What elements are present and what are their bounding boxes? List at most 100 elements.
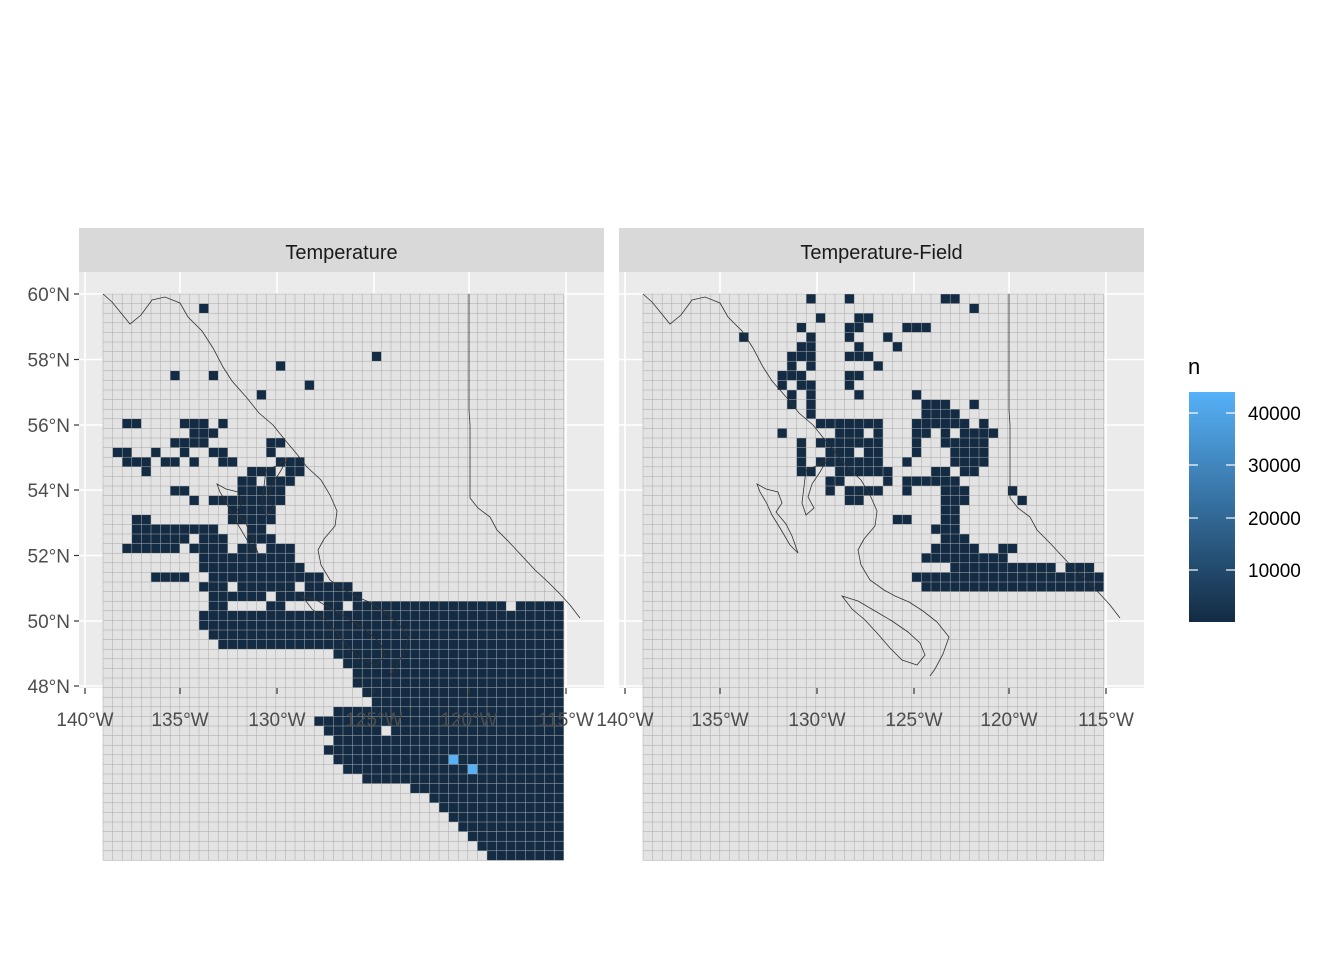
occupied-cell	[554, 774, 564, 784]
occupied-cell	[902, 476, 912, 486]
occupied-cell	[343, 735, 353, 746]
occupied-cell	[410, 726, 420, 736]
occupied-cell	[506, 610, 516, 621]
occupied-cell	[515, 649, 526, 659]
occupied-cell	[777, 428, 787, 438]
occupied-cell	[218, 572, 228, 582]
occupied-cell	[979, 457, 989, 467]
occupied-cell	[844, 322, 855, 333]
occupied-cell	[873, 438, 883, 448]
occupied-cell	[371, 716, 382, 726]
occupied-cell	[902, 514, 912, 525]
occupied-cell	[525, 764, 535, 774]
x-tick-label: 140°W	[56, 710, 113, 731]
occupied-cell	[256, 524, 267, 534]
occupied-cell	[295, 591, 305, 602]
occupied-cell	[419, 745, 430, 755]
occupied-cell	[391, 687, 401, 698]
occupied-cell	[333, 706, 343, 717]
occupied-cell	[506, 716, 516, 726]
occupied-cell	[815, 313, 826, 323]
occupied-cell	[873, 428, 883, 438]
occupied-cell	[371, 658, 382, 669]
occupied-cell	[208, 582, 219, 592]
strip-temperature-field	[619, 228, 1144, 272]
occupied-cell	[477, 783, 487, 794]
occupied-cell	[959, 543, 970, 554]
occupied-cell	[391, 678, 401, 688]
occupied-cell	[256, 466, 267, 477]
occupied-cell	[256, 620, 267, 630]
occupied-cell	[247, 524, 257, 534]
occupied-cell	[950, 582, 960, 592]
occupied-cell	[266, 505, 276, 515]
occupied-cell	[873, 486, 883, 496]
occupied-cell	[950, 486, 960, 496]
occupied-cell	[131, 524, 142, 534]
occupied-cell	[141, 466, 151, 477]
occupied-cell	[323, 745, 334, 755]
occupied-cell	[391, 658, 401, 669]
occupied-cell	[1017, 582, 1027, 592]
occupied-cell	[285, 466, 295, 477]
occupied-cell	[237, 572, 247, 582]
occupied-cell	[1065, 572, 1075, 582]
occupied-cell	[208, 543, 219, 554]
occupied-cell	[400, 649, 411, 659]
occupied-cell	[477, 764, 487, 774]
occupied-cell	[544, 726, 555, 736]
occupied-cell	[429, 726, 439, 736]
occupied-cell	[525, 774, 535, 784]
occupied-cell	[535, 687, 545, 698]
occupied-cell	[352, 591, 363, 602]
occupied-cell	[439, 793, 449, 803]
x-tick-label: 115°W	[1078, 710, 1134, 731]
occupied-cell	[343, 591, 353, 602]
occupied-cell	[844, 351, 855, 362]
occupied-cell	[487, 610, 497, 621]
occupied-cell	[429, 716, 439, 726]
occupied-cell	[371, 630, 382, 640]
occupied-cell	[247, 572, 257, 582]
occupied-cell	[487, 735, 497, 746]
occupied-cell	[275, 572, 286, 582]
occupied-cell	[256, 639, 267, 650]
occupied-cell	[806, 351, 816, 362]
occupied-cell	[554, 831, 564, 842]
occupied-cell	[892, 514, 903, 525]
occupied-cell	[835, 428, 845, 438]
occupied-cell	[131, 514, 142, 525]
occupied-cell	[439, 754, 449, 765]
x-tick-label: 120°W	[980, 710, 1037, 731]
occupied-cell	[179, 447, 190, 458]
occupied-cell	[285, 620, 295, 630]
occupied-cell	[467, 610, 478, 621]
occupied-cell	[439, 745, 449, 755]
grid-lines	[102, 293, 565, 861]
occupied-cell	[554, 754, 564, 765]
occupied-cell	[429, 745, 439, 755]
occupied-cell	[931, 399, 941, 410]
occupied-cell	[796, 370, 807, 381]
occupied-cell	[333, 620, 343, 630]
occupied-cell	[544, 754, 555, 765]
occupied-cell	[1046, 562, 1056, 573]
occupied-cell	[979, 447, 989, 458]
occupied-cell	[940, 438, 951, 448]
occupied-cell	[410, 630, 420, 640]
occupied-cell	[940, 572, 951, 582]
occupied-cell	[400, 678, 411, 688]
occupied-cell	[467, 668, 478, 678]
occupied-cell	[371, 754, 382, 765]
occupied-cell	[275, 543, 286, 554]
occupied-cell	[467, 831, 478, 842]
occupied-cell	[247, 582, 257, 592]
occupied-cell	[199, 428, 209, 438]
occupied-cell	[835, 476, 845, 486]
occupied-cell	[362, 610, 372, 621]
occupied-cell	[467, 697, 478, 707]
occupied-cell	[1075, 582, 1085, 592]
occupied-cell	[458, 601, 468, 611]
occupied-cell	[362, 774, 372, 784]
occupied-cell	[266, 466, 276, 477]
